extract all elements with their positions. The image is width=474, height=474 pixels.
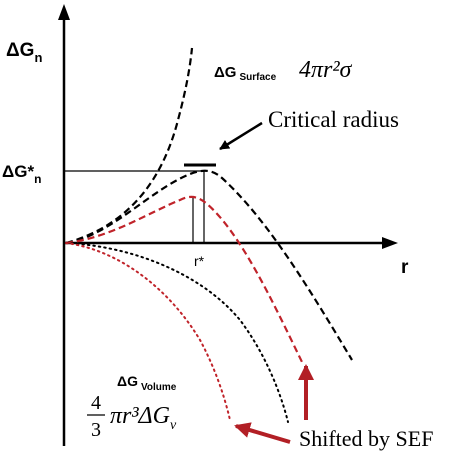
volume-formula-numerator: 4 <box>91 392 101 414</box>
volume-formula-rest: πr³ΔGv <box>110 403 177 433</box>
shifted-arrow-to-volume <box>234 422 291 444</box>
critical-radius-arrow <box>219 121 263 151</box>
shifted-annotation: Shifted by SEF <box>299 426 433 451</box>
x-axis-label: r <box>401 257 409 278</box>
shifted-volume-energy-curve <box>65 242 231 421</box>
total-free-energy-curve <box>65 169 353 361</box>
surface-energy-label: ΔG Surface <box>214 64 277 83</box>
shifted-free-energy-curve <box>65 195 303 363</box>
critical-radius-tick-label: r* <box>194 253 205 269</box>
volume-energy-curve <box>65 242 289 423</box>
y-axis-arrowhead <box>58 4 70 20</box>
volume-energy-label: ΔG Volume <box>117 373 177 393</box>
volume-formula-denominator: 3 <box>91 419 101 441</box>
x-axis-arrowhead <box>382 237 398 249</box>
surface-energy-formula: 4πr²σ <box>299 57 353 83</box>
critical-radius-annotation: Critical radius <box>268 107 399 132</box>
volume-energy-formula: 4 3 πr³ΔGv <box>87 392 177 441</box>
surface-energy-curve <box>65 47 194 245</box>
y-axis-label: ΔGn <box>6 40 42 65</box>
critical-value-label: ΔG*n <box>2 162 41 186</box>
